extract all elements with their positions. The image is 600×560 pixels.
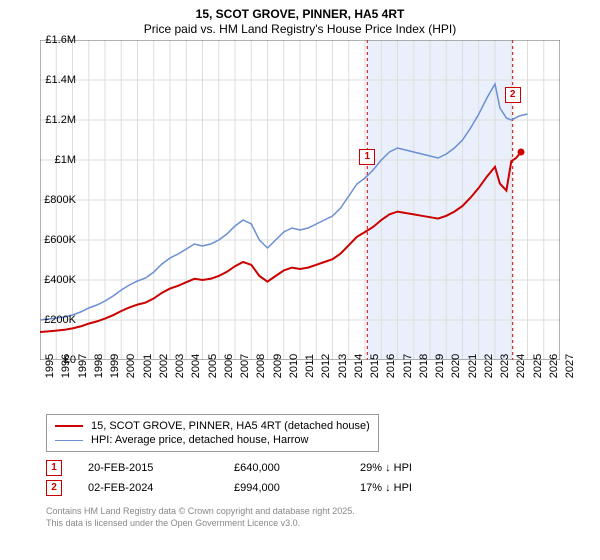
chart-marker-2: 2 xyxy=(505,87,521,103)
x-tick-label: 2022 xyxy=(483,354,495,378)
legend-text: 15, SCOT GROVE, PINNER, HA5 4RT (detache… xyxy=(91,420,370,432)
legend-row: HPI: Average price, detached house, Harr… xyxy=(55,433,370,447)
sale-date: 20-FEB-2015 xyxy=(88,462,208,474)
sale-row-1: 1 20-FEB-2015 £640,000 29% ↓ HPI xyxy=(46,458,600,478)
x-tick-label: 2017 xyxy=(402,354,414,378)
chart-container: 15, SCOT GROVE, PINNER, HA5 4RT Price pa… xyxy=(0,0,600,560)
x-tick-label: 2008 xyxy=(255,354,267,378)
footnote-line-1: Contains HM Land Registry data © Crown c… xyxy=(46,506,600,518)
x-tick-label: 2005 xyxy=(207,354,219,378)
sale-marker: 1 xyxy=(46,460,62,476)
x-tick-label: 2026 xyxy=(548,354,560,378)
legend: 15, SCOT GROVE, PINNER, HA5 4RT (detache… xyxy=(46,414,379,452)
sale-row-2: 2 02-FEB-2024 £994,000 17% ↓ HPI xyxy=(46,478,600,498)
x-tick-label: 1997 xyxy=(77,354,89,378)
legend-swatch xyxy=(55,425,83,427)
y-tick-label: £200K xyxy=(26,314,76,326)
x-tick-label: 2007 xyxy=(239,354,251,378)
x-tick-label: 2004 xyxy=(190,354,202,378)
x-tick-label: 1999 xyxy=(109,354,121,378)
x-tick-label: 2012 xyxy=(320,354,332,378)
y-tick-label: £600K xyxy=(26,234,76,246)
legend-row: 15, SCOT GROVE, PINNER, HA5 4RT (detache… xyxy=(55,419,370,433)
footnote: Contains HM Land Registry data © Crown c… xyxy=(46,506,600,529)
legend-text: HPI: Average price, detached house, Harr… xyxy=(91,434,308,446)
chart-area: £0£200K£400K£600K£800K£1M£1.2M£1.4M£1.6M… xyxy=(40,40,600,406)
y-tick-label: £1.4M xyxy=(26,74,76,86)
legend-swatch xyxy=(55,440,83,441)
y-tick-label: £400K xyxy=(26,274,76,286)
y-tick-label: £1.6M xyxy=(26,34,76,46)
x-tick-label: 2009 xyxy=(272,354,284,378)
x-tick-label: 1998 xyxy=(93,354,105,378)
y-tick-label: £1M xyxy=(26,154,76,166)
x-tick-label: 2010 xyxy=(288,354,300,378)
x-tick-label: 2025 xyxy=(532,354,544,378)
x-tick-label: 2018 xyxy=(418,354,430,378)
sale-vs-hpi: 17% ↓ HPI xyxy=(360,482,470,494)
x-tick-label: 2006 xyxy=(223,354,235,378)
x-tick-label: 2020 xyxy=(450,354,462,378)
y-tick-label: £1.2M xyxy=(26,114,76,126)
x-tick-label: 1995 xyxy=(44,354,56,378)
x-tick-label: 2002 xyxy=(158,354,170,378)
x-tick-label: 2000 xyxy=(125,354,137,378)
x-tick-label: 2024 xyxy=(515,354,527,378)
x-tick-label: 2013 xyxy=(337,354,349,378)
chart-subtitle: Price paid vs. HM Land Registry's House … xyxy=(0,22,600,40)
x-tick-label: 2003 xyxy=(174,354,186,378)
x-tick-label: 2014 xyxy=(353,354,365,378)
chart-marker-1: 1 xyxy=(359,149,375,165)
sale-vs-hpi: 29% ↓ HPI xyxy=(360,462,470,474)
x-tick-label: 2019 xyxy=(434,354,446,378)
sale-marker: 2 xyxy=(46,480,62,496)
footnote-line-2: This data is licensed under the Open Gov… xyxy=(46,518,600,530)
x-tick-label: 2015 xyxy=(369,354,381,378)
x-tick-label: 2011 xyxy=(304,354,316,378)
sale-data-table: 1 20-FEB-2015 £640,000 29% ↓ HPI 2 02-FEB-202… xyxy=(46,458,600,498)
x-tick-label: 2023 xyxy=(499,354,511,378)
x-tick-label: 2001 xyxy=(142,354,154,378)
chart-svg xyxy=(40,40,560,360)
chart-title: 15, SCOT GROVE, PINNER, HA5 4RT xyxy=(0,0,600,22)
x-tick-label: 2021 xyxy=(467,354,479,378)
x-tick-label: 2027 xyxy=(564,354,576,378)
sale-price: £640,000 xyxy=(234,462,334,474)
y-tick-label: £800K xyxy=(26,194,76,206)
sale-price: £994,000 xyxy=(234,482,334,494)
x-tick-label: 1996 xyxy=(60,354,72,378)
x-tick-label: 2016 xyxy=(385,354,397,378)
sale-date: 02-FEB-2024 xyxy=(88,482,208,494)
